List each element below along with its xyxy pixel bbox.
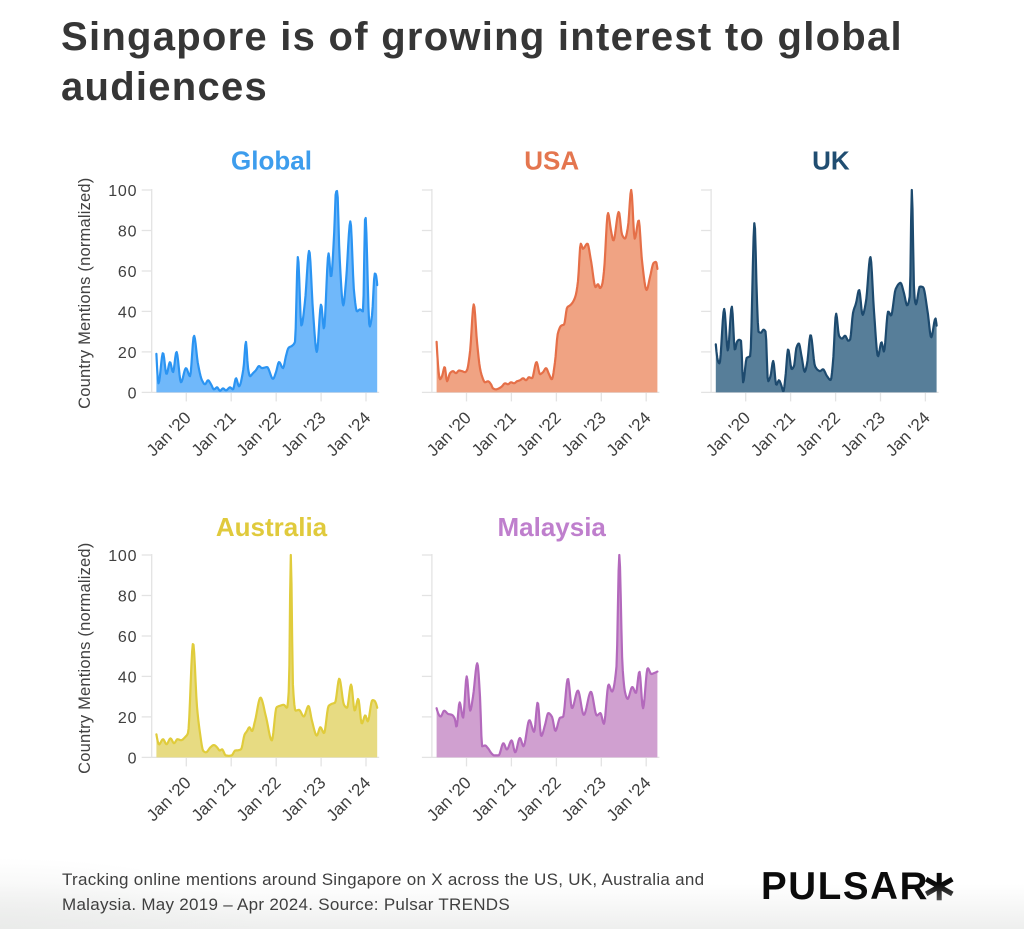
svg-text:100: 100 (108, 183, 137, 200)
svg-text:Jan '23: Jan '23 (278, 408, 330, 460)
svg-text:20: 20 (118, 710, 137, 727)
svg-text:Jan '21: Jan '21 (188, 408, 240, 460)
svg-text:Jan '21: Jan '21 (468, 408, 520, 460)
svg-text:60: 60 (118, 629, 137, 646)
svg-text:40: 40 (118, 670, 137, 687)
svg-text:60: 60 (118, 264, 137, 281)
svg-text:Jan '20: Jan '20 (423, 773, 475, 825)
svg-text:Jan '24: Jan '24 (882, 408, 934, 460)
svg-text:Australia: Australia (216, 512, 328, 542)
svg-text:40: 40 (118, 305, 137, 322)
svg-text:Jan '22: Jan '22 (513, 408, 565, 460)
svg-text:Jan '20: Jan '20 (423, 408, 475, 460)
svg-text:Jan '20: Jan '20 (143, 773, 195, 825)
svg-text:Jan '23: Jan '23 (558, 773, 610, 825)
svg-text:Jan '21: Jan '21 (468, 773, 520, 825)
svg-text:UK: UK (812, 146, 850, 176)
svg-text:Jan '22: Jan '22 (233, 773, 285, 825)
svg-text:USA: USA (524, 146, 579, 176)
svg-text:Malaysia: Malaysia (497, 512, 606, 542)
svg-text:0: 0 (128, 751, 138, 768)
svg-text:Country Mentions (normalized): Country Mentions (normalized) (76, 543, 94, 774)
svg-text:0: 0 (128, 386, 138, 403)
svg-text:Jan '23: Jan '23 (558, 408, 610, 460)
svg-text:Jan '20: Jan '20 (702, 408, 754, 460)
svg-text:Jan '23: Jan '23 (837, 408, 889, 460)
svg-text:Jan '24: Jan '24 (323, 773, 375, 825)
svg-text:Global: Global (231, 146, 312, 176)
svg-text:Jan '24: Jan '24 (603, 408, 655, 460)
svg-text:Country Mentions (normalized): Country Mentions (normalized) (76, 178, 94, 409)
svg-text:Jan '22: Jan '22 (792, 408, 844, 460)
svg-text:Jan '21: Jan '21 (188, 773, 240, 825)
svg-text:20: 20 (118, 345, 137, 362)
svg-text:100: 100 (108, 548, 137, 565)
svg-text:Jan '22: Jan '22 (513, 773, 565, 825)
svg-text:80: 80 (118, 224, 137, 241)
svg-text:80: 80 (118, 589, 137, 606)
svg-text:Jan '20: Jan '20 (143, 408, 195, 460)
svg-text:Jan '21: Jan '21 (747, 408, 799, 460)
svg-text:Jan '24: Jan '24 (603, 773, 655, 825)
svg-text:Jan '24: Jan '24 (323, 408, 375, 460)
svg-text:Jan '22: Jan '22 (233, 408, 285, 460)
svg-text:Jan '23: Jan '23 (278, 773, 330, 825)
